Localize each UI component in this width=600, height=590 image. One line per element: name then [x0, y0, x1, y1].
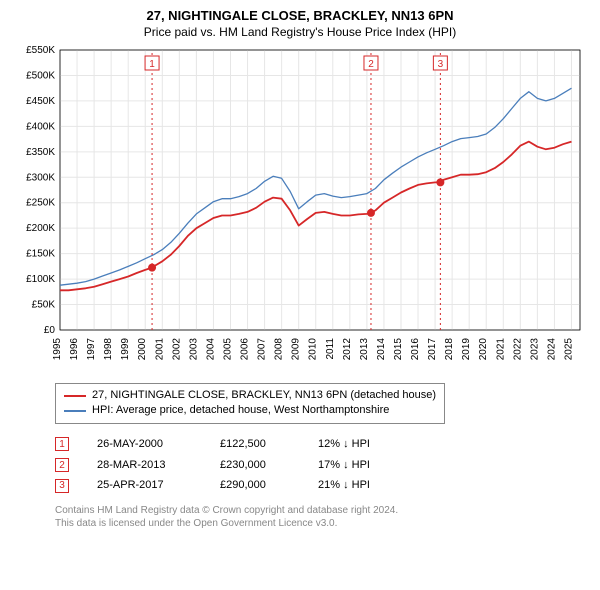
legend: 27, NIGHTINGALE CLOSE, BRACKLEY, NN13 6P… [55, 383, 445, 424]
svg-text:1: 1 [149, 59, 155, 70]
svg-text:£400K: £400K [26, 121, 55, 132]
chart-plot: £0 £50K £100K £150K £200K £250K £300K £350K £400… [10, 45, 590, 375]
sale-marker: 2 [55, 458, 69, 472]
svg-text:2: 2 [368, 59, 374, 70]
legend-label: 27, NIGHTINGALE CLOSE, BRACKLEY, NN13 6P… [92, 388, 436, 403]
svg-text:£0: £0 [44, 325, 56, 336]
sale-date: 28-MAR-2013 [97, 455, 192, 476]
footer-line: This data is licensed under the Open Gov… [55, 517, 590, 530]
svg-text:1999: 1999 [120, 337, 131, 360]
legend-row: HPI: Average price, detached house, West… [64, 403, 436, 418]
svg-text:2021: 2021 [495, 337, 506, 360]
svg-text:2012: 2012 [342, 337, 353, 360]
svg-text:1995: 1995 [52, 337, 63, 360]
svg-text:2018: 2018 [444, 337, 455, 360]
chart-container: 27, NIGHTINGALE CLOSE, BRACKLEY, NN13 6P… [0, 0, 600, 540]
sale-row: 2 28-MAR-2013 £230,000 17% ↓ HPI [55, 455, 590, 476]
svg-text:2023: 2023 [529, 337, 540, 360]
sale-marker: 3 [55, 479, 69, 493]
footer-attribution: Contains HM Land Registry data © Crown c… [55, 504, 590, 530]
svg-text:1996: 1996 [69, 337, 80, 360]
svg-text:£450K: £450K [26, 96, 55, 107]
svg-text:£100K: £100K [26, 274, 55, 285]
svg-text:2011: 2011 [325, 337, 336, 359]
svg-text:2006: 2006 [240, 337, 251, 360]
svg-text:1998: 1998 [103, 337, 114, 360]
sale-date: 26-MAY-2000 [97, 434, 192, 455]
svg-text:2016: 2016 [410, 337, 421, 360]
svg-text:2002: 2002 [171, 337, 182, 360]
chart-subtitle: Price paid vs. HM Land Registry's House … [10, 25, 590, 39]
svg-text:2009: 2009 [291, 337, 302, 360]
svg-text:2000: 2000 [137, 337, 148, 360]
svg-text:2025: 2025 [563, 337, 574, 360]
svg-text:2010: 2010 [308, 337, 319, 360]
svg-text:2015: 2015 [393, 337, 404, 360]
svg-text:£50K: £50K [32, 299, 56, 310]
svg-text:2013: 2013 [359, 337, 370, 360]
svg-text:2019: 2019 [461, 337, 472, 360]
sale-price: £230,000 [220, 455, 290, 476]
svg-text:£550K: £550K [26, 45, 55, 56]
svg-text:£500K: £500K [26, 70, 55, 81]
svg-text:£350K: £350K [26, 147, 55, 158]
svg-text:£300K: £300K [26, 172, 55, 183]
sale-row: 3 25-APR-2017 £290,000 21% ↓ HPI [55, 475, 590, 496]
sale-marker: 1 [55, 437, 69, 451]
svg-text:2004: 2004 [205, 337, 216, 360]
sale-row: 1 26-MAY-2000 £122,500 12% ↓ HPI [55, 434, 590, 455]
legend-row: 27, NIGHTINGALE CLOSE, BRACKLEY, NN13 6P… [64, 388, 436, 403]
svg-text:2022: 2022 [512, 337, 523, 360]
sale-price: £122,500 [220, 434, 290, 455]
footer-line: Contains HM Land Registry data © Crown c… [55, 504, 590, 517]
sale-diff: 21% ↓ HPI [318, 475, 398, 496]
legend-swatch [64, 410, 86, 412]
sale-diff: 12% ↓ HPI [318, 434, 398, 455]
svg-text:2017: 2017 [427, 337, 438, 360]
legend-swatch [64, 395, 86, 397]
svg-text:2007: 2007 [257, 337, 268, 360]
svg-text:3: 3 [438, 59, 444, 70]
sale-date: 25-APR-2017 [97, 475, 192, 496]
svg-text:2008: 2008 [274, 337, 285, 360]
svg-text:1997: 1997 [86, 337, 97, 360]
sale-diff: 17% ↓ HPI [318, 455, 398, 476]
chart-title: 27, NIGHTINGALE CLOSE, BRACKLEY, NN13 6P… [10, 8, 590, 25]
sale-price: £290,000 [220, 475, 290, 496]
legend-label: HPI: Average price, detached house, West… [92, 403, 389, 418]
svg-text:£250K: £250K [26, 198, 55, 209]
svg-text:2020: 2020 [478, 337, 489, 360]
svg-text:2003: 2003 [188, 337, 199, 360]
sales-table: 1 26-MAY-2000 £122,500 12% ↓ HPI 2 28-MAR-201… [55, 434, 590, 497]
svg-text:£200K: £200K [26, 223, 55, 234]
svg-text:2024: 2024 [546, 337, 557, 360]
svg-text:2005: 2005 [222, 337, 233, 360]
svg-text:2001: 2001 [154, 337, 165, 360]
chart-svg: £0 £50K £100K £150K £200K £250K £300K £350K £400… [10, 45, 590, 375]
svg-text:2014: 2014 [376, 337, 387, 360]
svg-text:£150K: £150K [26, 249, 55, 260]
